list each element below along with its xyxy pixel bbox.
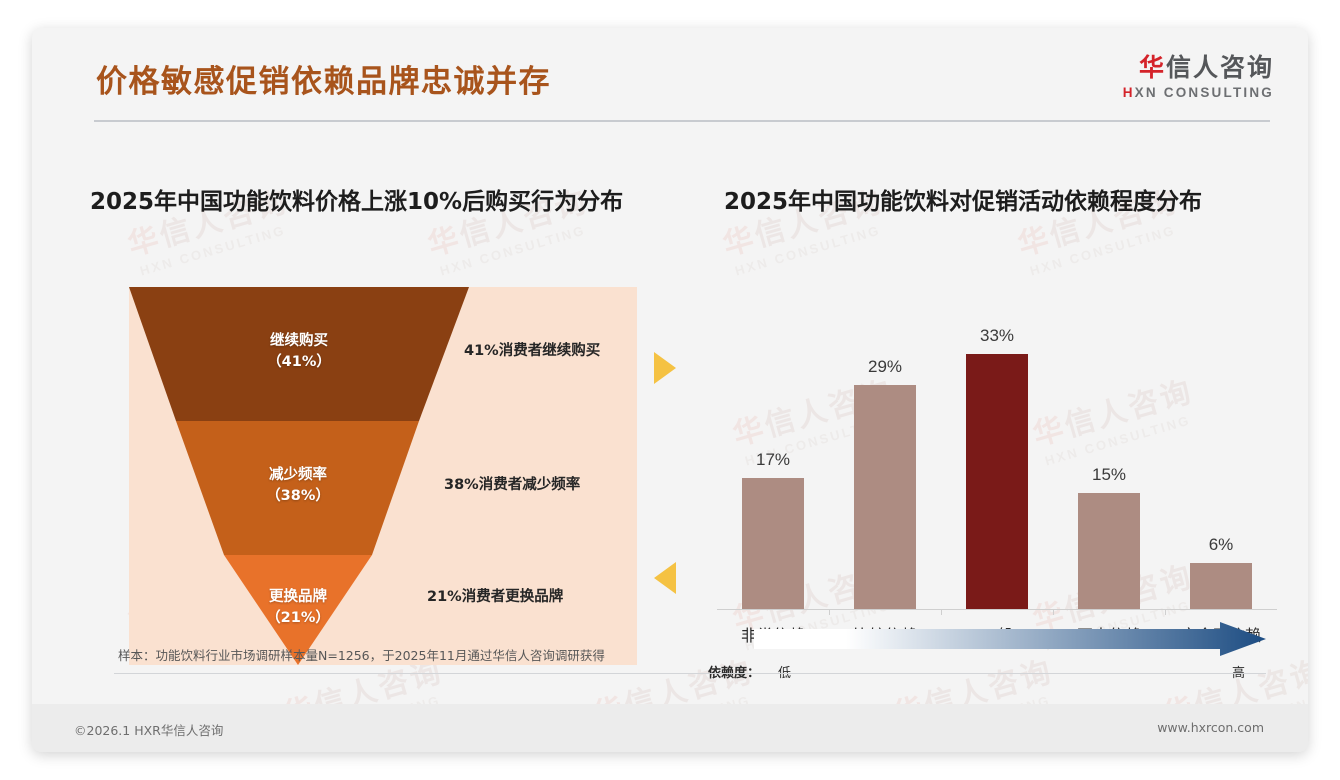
bar[interactable] [1078, 493, 1140, 609]
bar-value-label: 29% [867, 357, 903, 377]
page-title: 价格敏感促销依赖品牌忠诚并存 [96, 64, 551, 100]
logo-english-accent: H [1122, 84, 1135, 100]
bar-value-label: 15% [1091, 465, 1127, 485]
funnel-note-3: 21%消费者更换品牌 [427, 589, 564, 605]
logo-english-rest: XN CONSULTING [1134, 84, 1274, 100]
legend-high-label: 高 [1232, 666, 1246, 681]
bar[interactable] [1190, 562, 1252, 609]
arrow-left-icon [654, 562, 676, 594]
dependency-gradient-legend: 依赖度： 低 高 [708, 622, 1266, 684]
bar-value-label: 6% [1208, 534, 1234, 554]
funnel-segment-2 [176, 421, 419, 555]
funnel-segment-1 [129, 287, 469, 421]
axis-tick [1053, 610, 1054, 615]
axis-tick [941, 610, 942, 615]
funnel-chart: 继续购买 （41%） 减少频率 （38%） 更换品牌 （21%） 41%消费者继续购买… [129, 287, 637, 665]
bar-value-label: 17% [755, 449, 791, 469]
bar[interactable] [742, 477, 804, 609]
bar-column[interactable]: 17% [717, 299, 829, 609]
legend-caption: 依赖度： [708, 666, 761, 681]
bar-plot-area: 17% 29% 33% 15% 6% [717, 299, 1277, 615]
axis-tick [829, 610, 830, 615]
footer-website[interactable]: www.hxrcon.com [1157, 720, 1264, 735]
brand-logo: 华信人咨询 HXN CONSULTING [1123, 54, 1274, 100]
slide-card: 华信人咨询 HXN CONSULTING 华信人咨询 HXN CONSULTING 华信… [32, 28, 1308, 752]
bar-column[interactable]: 6% [1165, 299, 1277, 609]
bar-column[interactable]: 15% [1053, 299, 1165, 609]
bar-column[interactable]: 33% [941, 299, 1053, 609]
logo-chinese-accent: 华 [1138, 53, 1166, 82]
source-divider [114, 673, 1266, 674]
bar[interactable] [854, 385, 916, 609]
funnel-shapes [129, 287, 469, 665]
bar[interactable] [966, 354, 1028, 609]
slide-header: 价格敏感促销依赖品牌忠诚并存 华信人咨询 HXN CONSULTING [32, 28, 1308, 124]
logo-english: HXN CONSULTING [1123, 85, 1274, 100]
funnel-note-2: 38%消费者减少频率 [444, 477, 581, 493]
funnel-segment-3 [224, 555, 372, 665]
x-axis-line [717, 609, 1277, 610]
right-panel-title: 2025年中国功能饮料对促销活动依赖程度分布 [724, 189, 1203, 215]
logo-chinese-rest: 信人咨询 [1165, 53, 1274, 82]
logo-chinese: 华信人咨询 [1123, 54, 1274, 82]
source-note: 样本：功能饮料行业市场调研样本量N=1256，于2025年11月通过华信人咨询调… [118, 648, 605, 663]
legend-low-label: 低 [778, 666, 792, 681]
arrow-right-icon [654, 352, 676, 384]
funnel-note-1: 41%消费者继续购买 [464, 343, 601, 359]
left-panel-title: 2025年中国功能饮料价格上涨10%后购买行为分布 [90, 189, 624, 215]
title-divider [94, 120, 1270, 122]
gradient-arrow-icon [754, 622, 1266, 656]
footer-copyright: ©2026.1 HXR华信人咨询 [74, 723, 224, 738]
slide-footer: ©2026.1 HXR华信人咨询 www.hxrcon.com [32, 704, 1308, 752]
bar-column[interactable]: 29% [829, 299, 941, 609]
bar-value-label: 33% [979, 326, 1015, 346]
axis-tick [1165, 610, 1166, 615]
panels-region: 2025年中国功能饮料价格上涨10%后购买行为分布 2025年中国功能饮料对促销… [32, 140, 1308, 700]
